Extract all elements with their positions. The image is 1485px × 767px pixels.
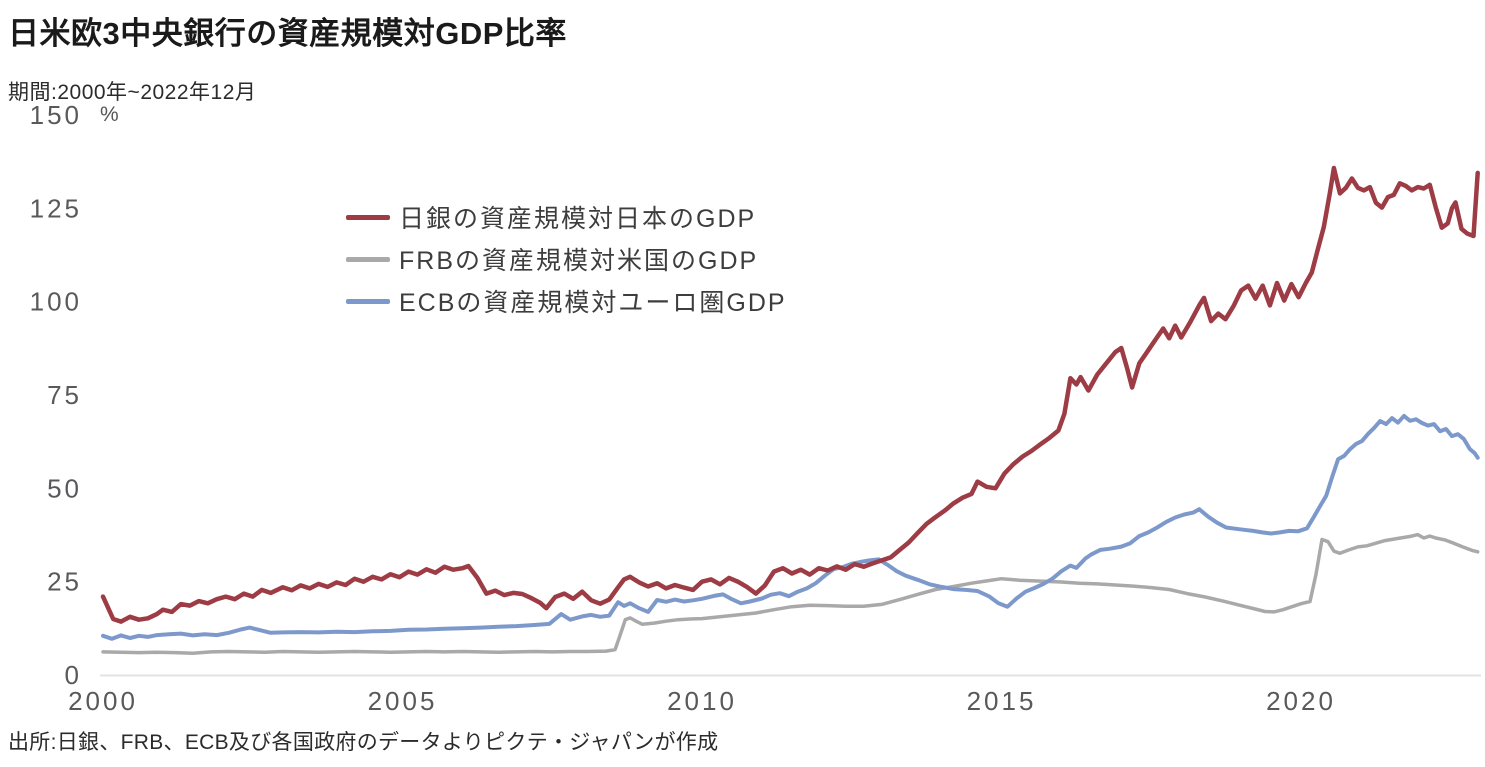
y-axis-unit-label: % (100, 103, 119, 126)
x-tick-label-2010: 2010 (667, 686, 737, 716)
y-tick-label-75: 75 (47, 380, 82, 410)
legend-item-0: 日銀の資産規模対日本のGDP (346, 196, 787, 238)
legend-item-1: FRBの資産規模対米国のGDP (346, 238, 787, 280)
x-tick-label-2000: 2000 (68, 686, 138, 716)
page-title: 日米欧3中央銀行の資産規模対GDP比率 (8, 16, 567, 51)
source-note: 出所:日銀、FRB、ECB及び各国政府のデータよりピクテ・ジャパンが作成 (8, 731, 719, 754)
legend-swatch-icon (346, 214, 390, 220)
x-tick-label-2005: 2005 (368, 686, 438, 716)
series-line-2 (101, 413, 1480, 641)
y-tick-label-125: 125 (30, 193, 82, 223)
series-line-0 (100, 165, 1480, 624)
chart-legend: 日銀の資産規模対日本のGDP FRBの資産規模対米国のGDP ECBの資産規模対ユー… (346, 196, 787, 322)
x-tick-label-2020: 2020 (1266, 686, 1336, 716)
legend-label: FRBの資産規模対米国のGDP (399, 247, 759, 275)
legend-label: ECBの資産規模対ユーロ圏GDP (399, 289, 787, 317)
y-tick-label-0: 0 (65, 660, 82, 690)
y-tick-label-25: 25 (47, 567, 82, 597)
period-subtitle: 期間:2000年~2022年12月 (8, 81, 257, 104)
y-tick-label-50: 50 (47, 473, 82, 503)
legend-label: 日銀の資産規模対日本のGDP (399, 205, 757, 233)
legend-swatch-icon (346, 256, 390, 262)
y-tick-label-150: 150 (30, 100, 82, 130)
series-line-1 (101, 532, 1480, 656)
legend-swatch-icon (346, 298, 390, 304)
y-tick-label-100: 100 (30, 287, 82, 317)
x-tick-label-2015: 2015 (967, 686, 1037, 716)
legend-item-2: ECBの資産規模対ユーロ圏GDP (346, 280, 787, 322)
